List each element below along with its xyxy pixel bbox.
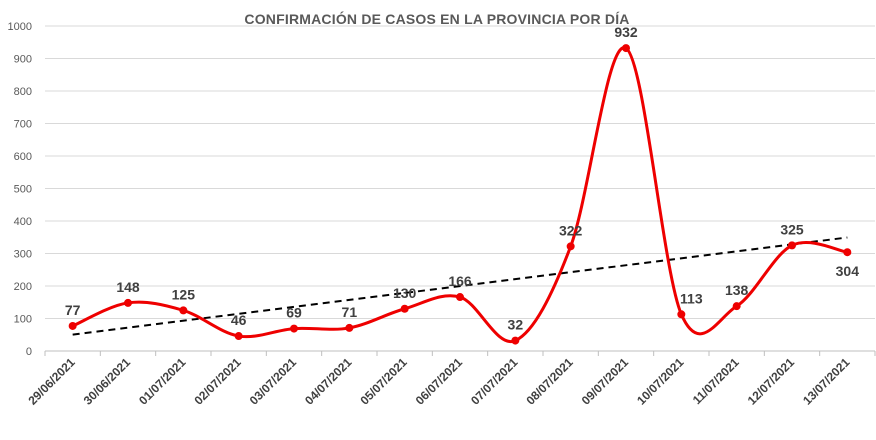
data-label: 138 — [725, 282, 749, 298]
x-tick-label: 04/07/2021 — [302, 355, 355, 408]
data-point — [843, 248, 852, 257]
x-tick-label: 07/07/2021 — [468, 355, 521, 408]
data-point — [788, 241, 796, 250]
y-tick-label: 1000 — [8, 21, 32, 33]
data-point — [68, 321, 77, 330]
chart-title: CONFIRMACIÓN DE CASOS EN LA PROVINCIA PO… — [244, 10, 629, 27]
data-point — [290, 324, 298, 333]
data-label: 304 — [836, 263, 860, 279]
data-point — [345, 323, 354, 332]
x-tick-label: 29/06/2021 — [25, 355, 78, 408]
axes: 0 100 200 300 400 500 600 700 800 900 1000 29/06/20… — [8, 21, 876, 408]
data-label: 932 — [614, 24, 638, 40]
data-label: 71 — [342, 304, 358, 320]
y-tick-label: 100 — [14, 314, 32, 326]
data-label: 77 — [65, 302, 81, 318]
x-tick-label: 12/07/2021 — [745, 355, 798, 408]
x-tick-label: 05/07/2021 — [357, 355, 410, 408]
gridlines — [45, 25, 875, 319]
data-point — [234, 332, 243, 341]
data-label: 125 — [172, 286, 196, 302]
y-tick-label: 200 — [14, 281, 32, 293]
y-tick-label: 300 — [14, 249, 32, 261]
data-label: 325 — [780, 221, 804, 237]
data-point — [124, 298, 132, 307]
data-label: 322 — [559, 222, 583, 238]
x-tick-label: 06/07/2021 — [413, 355, 466, 408]
series-layer — [68, 44, 852, 345]
data-point — [677, 310, 686, 319]
x-tick-label: 11/07/2021 — [690, 355, 742, 407]
data-label: 113 — [680, 290, 703, 306]
data-point — [566, 242, 575, 251]
y-tick-label: 0 — [26, 346, 32, 358]
x-tick-label: 01/07/2021 — [136, 355, 189, 408]
y-tick-label: 400 — [14, 216, 32, 228]
data-label: 69 — [286, 305, 302, 321]
y-tick-label: 600 — [14, 151, 32, 163]
trendline — [72, 236, 848, 336]
x-tick-label: 03/07/2021 — [247, 355, 300, 408]
data-point — [732, 302, 741, 311]
x-tick-label: 08/07/2021 — [523, 355, 576, 408]
data-point — [622, 44, 630, 53]
data-label: 166 — [448, 273, 472, 289]
data-label: 130 — [393, 285, 417, 301]
y-tick-label: 900 — [14, 54, 32, 66]
x-tick-label: 02/07/2021 — [191, 355, 244, 408]
data-point — [179, 306, 188, 315]
y-tick-label: 800 — [14, 86, 32, 98]
trendline-layer — [72, 236, 848, 336]
x-tick-label: 13/07/2021 — [800, 355, 853, 408]
y-tick-label: 500 — [14, 184, 32, 196]
data-point — [400, 304, 409, 313]
data-point — [511, 336, 520, 345]
y-tick-label: 700 — [14, 119, 32, 131]
data-label: 148 — [116, 279, 140, 295]
data-label: 46 — [231, 312, 247, 328]
x-tick-label: 09/07/2021 — [579, 355, 632, 408]
x-tick-label: 10/07/2021 — [634, 355, 687, 408]
data-point — [456, 293, 464, 302]
x-tick-label: 30/06/2021 — [81, 355, 134, 408]
data-labels: 77 148 125 46 69 71 130 166 32 322 932 113 138 325 304 — [65, 24, 859, 333]
data-label: 32 — [508, 317, 524, 333]
